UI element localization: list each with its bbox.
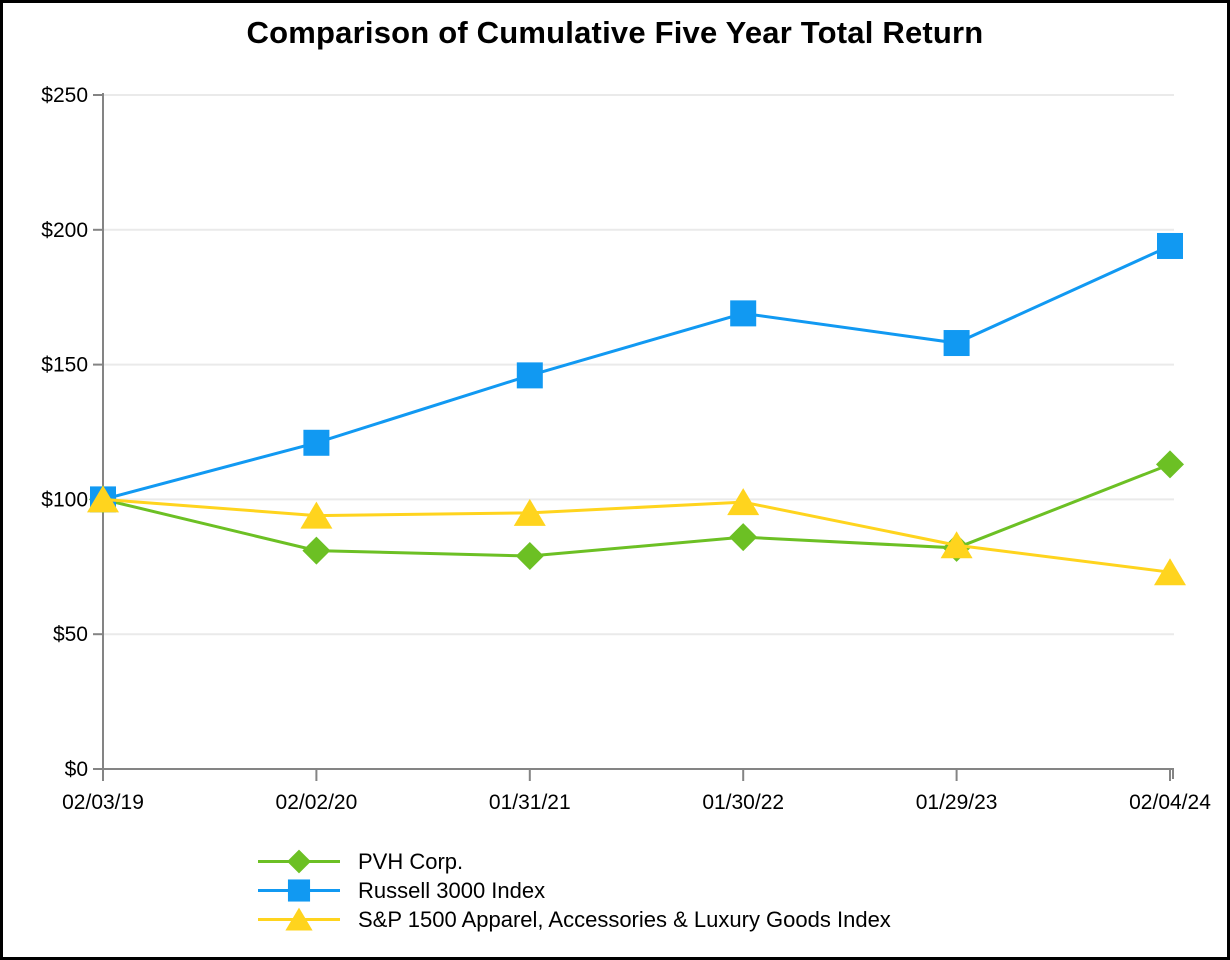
y-tick-label: $200 [41,219,88,242]
legend-label: S&P 1500 Apparel, Accessories & Luxury G… [358,906,891,932]
diamond-marker [302,536,331,565]
square-marker [943,330,970,357]
triangle-marker [727,488,760,516]
x-tick-label: 01/30/22 [702,791,784,814]
square-marker [516,362,543,389]
y-tick-label: $50 [53,623,88,646]
chart-legend: PVH Corp. Russell 3000 Index S&P 1500 Appa… [256,847,891,934]
triangle-marker [87,485,119,513]
series-line [102,244,1171,501]
triangle-marker [513,498,546,526]
series-line [102,497,1171,574]
series-square [90,232,1183,513]
x-axis-labels: 02/03/19 02/02/20 01/31/21 01/30/22 01/29/23… [62,791,1211,814]
legend-square-swatch-icon [258,879,340,902]
chart-plot-area: $0 $50 $100 $150 $200 $250 02/03/19 02/02/20 01/… [41,84,1211,814]
axes [93,93,1174,781]
triangle-marker [300,501,333,529]
gridlines [103,94,1174,636]
diamond-marker [729,523,758,552]
legend-item: Russell 3000 Index [256,876,891,905]
y-tick-label: $0 [65,758,88,781]
square-marker [730,300,757,327]
diamond-marker [515,542,544,571]
triangle-marker [940,531,973,559]
legend-item: S&P 1500 Apparel, Accessories & Luxury G… [256,905,891,934]
y-tick-label: $250 [41,84,88,107]
series-triangle [87,485,1186,586]
x-tick-label: 02/02/20 [276,791,358,814]
legend-diamond-swatch-icon [258,849,340,874]
legend-triangle-swatch-icon [258,907,340,931]
legend-label: PVH Corp. [358,848,464,874]
x-tick-label: 02/04/24 [1129,791,1211,814]
legend-item: PVH Corp. [256,847,891,876]
y-tick-label: $100 [41,488,88,511]
square-marker [303,429,330,456]
x-tick-label: 02/03/19 [62,791,144,814]
y-tick-label: $150 [41,354,88,377]
x-tick-label: 01/31/21 [489,791,571,814]
chart-title: Comparison of Cumulative Five Year Total… [246,15,984,50]
x-tick-label: 01/29/23 [916,791,998,814]
legend-label: Russell 3000 Index [358,877,546,903]
triangle-marker [1154,558,1186,586]
diamond-marker [1156,450,1184,479]
series-line [102,462,1171,558]
y-axis-labels: $0 $50 $100 $150 $200 $250 [41,84,88,781]
square-marker [1157,232,1183,259]
